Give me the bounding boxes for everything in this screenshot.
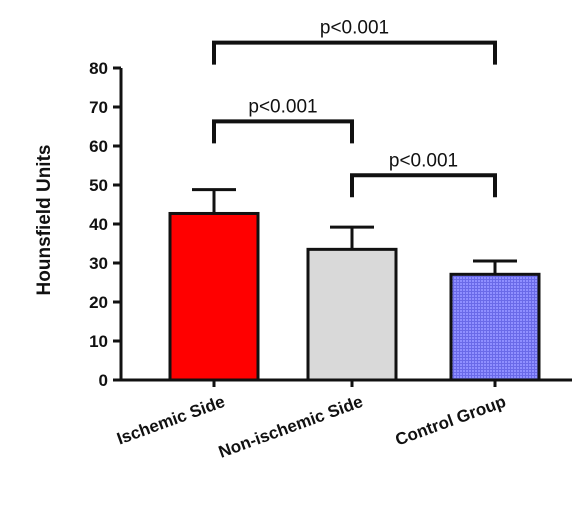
y-tick-label-80: 80 (89, 59, 108, 78)
y-tick-label-10: 10 (89, 332, 108, 351)
y-tick-label-0: 0 (99, 371, 108, 390)
bracket-label-2: p<0.001 (389, 150, 458, 171)
y-tick-label-70: 70 (89, 98, 108, 117)
y-tick-label-30: 30 (89, 254, 108, 273)
bracket-label-1: p<0.001 (248, 96, 317, 117)
bar-0 (168, 211, 260, 382)
y-tick-label-50: 50 (89, 176, 108, 195)
bar-2 (449, 272, 541, 382)
category-label-0: Ischemic Side (114, 392, 227, 449)
category-label-2: Control Group (393, 392, 509, 450)
bars (168, 211, 541, 382)
y-axis-title: Hounsfield Units (34, 145, 55, 296)
error-bars (192, 188, 517, 275)
y-tick-label-40: 40 (89, 215, 108, 234)
bar-1 (306, 247, 398, 382)
y-tick-label-60: 60 (89, 137, 108, 156)
category-label-1: Non-ischemic Side (216, 392, 365, 462)
y-tick-label-20: 20 (89, 293, 108, 312)
bracket-label-0: p<0.001 (320, 18, 389, 39)
bracket-2 (350, 173, 497, 198)
bracket-0 (212, 40, 497, 65)
bracket-1 (212, 119, 354, 144)
significance-brackets: p<0.001 p<0.001 p<0.001 (212, 18, 497, 198)
